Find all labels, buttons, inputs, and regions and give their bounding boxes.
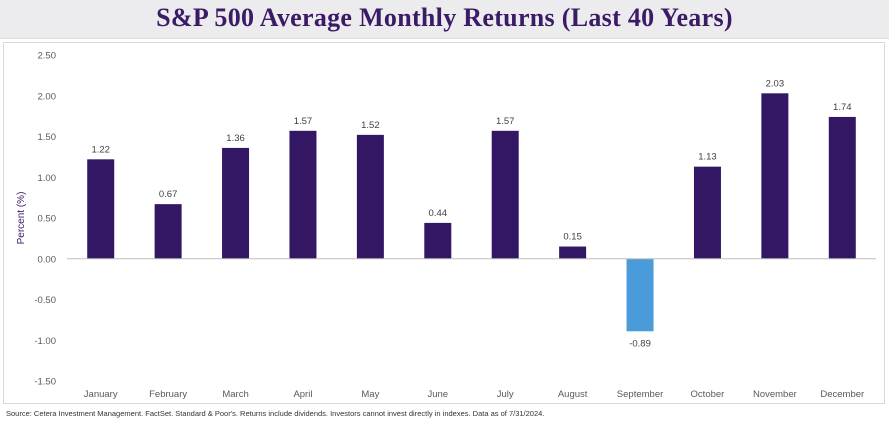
bar-november (761, 93, 789, 259)
chart-area: 2.50 2.00 1.50 1.00 0.50 0.00 -0.50 -1.00 -1.50 P… (3, 42, 885, 404)
bar-august (559, 246, 587, 259)
bar-january (87, 159, 115, 259)
y-tick-label: 0.00 (38, 254, 57, 265)
x-tick-label: April (293, 389, 312, 400)
source-note: Source: Cetera Investment Management. Fa… (6, 409, 545, 418)
data-label: 1.57 (496, 116, 515, 127)
x-tick-label: February (149, 389, 187, 400)
data-label: 1.52 (361, 120, 380, 131)
x-tick-label: November (753, 389, 797, 400)
x-tick-label: October (691, 389, 725, 400)
y-tick-label: 2.50 (38, 51, 57, 62)
data-label: 1.22 (91, 144, 110, 155)
bar-october (693, 166, 721, 259)
y-tick-label: -1.50 (34, 377, 56, 388)
data-label: 1.13 (698, 152, 717, 163)
bar-march (222, 147, 250, 259)
data-label: -0.89 (629, 338, 651, 349)
x-tick-label: September (617, 389, 663, 400)
x-tick-label: June (427, 389, 448, 400)
data-label: 2.03 (766, 78, 785, 89)
y-tick-label: 1.50 (38, 132, 57, 143)
data-label: 1.57 (294, 116, 313, 127)
data-label: 1.36 (226, 133, 245, 144)
y-tick-label: 2.00 (38, 91, 57, 102)
x-tick-label: May (361, 389, 379, 400)
data-label: 0.67 (159, 189, 178, 200)
y-tick-label: 1.00 (38, 173, 57, 184)
bar-chart: 2.50 2.00 1.50 1.00 0.50 0.00 -0.50 -1.00 -1.50 P… (16, 51, 876, 400)
bar-february (154, 204, 182, 259)
bar-may (356, 134, 384, 259)
y-tick-label: -0.50 (34, 295, 56, 306)
x-tick-label: March (222, 389, 248, 400)
bar-september (626, 258, 654, 332)
title-band (0, 0, 889, 39)
data-label: 0.44 (429, 208, 448, 219)
bar-june (424, 222, 452, 259)
x-tick-label: July (497, 389, 514, 400)
data-label: 1.74 (833, 102, 852, 113)
x-tick-label: January (84, 389, 118, 400)
data-label: 0.15 (563, 232, 582, 243)
y-axis-label: Percent (%) (16, 192, 27, 245)
x-tick-label: August (558, 389, 588, 400)
chart-title: S&P 500 Average Monthly Returns (Last 40… (156, 3, 733, 32)
x-tick-label: December (820, 389, 864, 400)
y-tick-label: 0.50 (38, 214, 57, 225)
bar-december (828, 116, 856, 259)
bar-july (491, 130, 519, 259)
bar-april (289, 130, 317, 259)
y-tick-label: -1.00 (34, 336, 56, 347)
